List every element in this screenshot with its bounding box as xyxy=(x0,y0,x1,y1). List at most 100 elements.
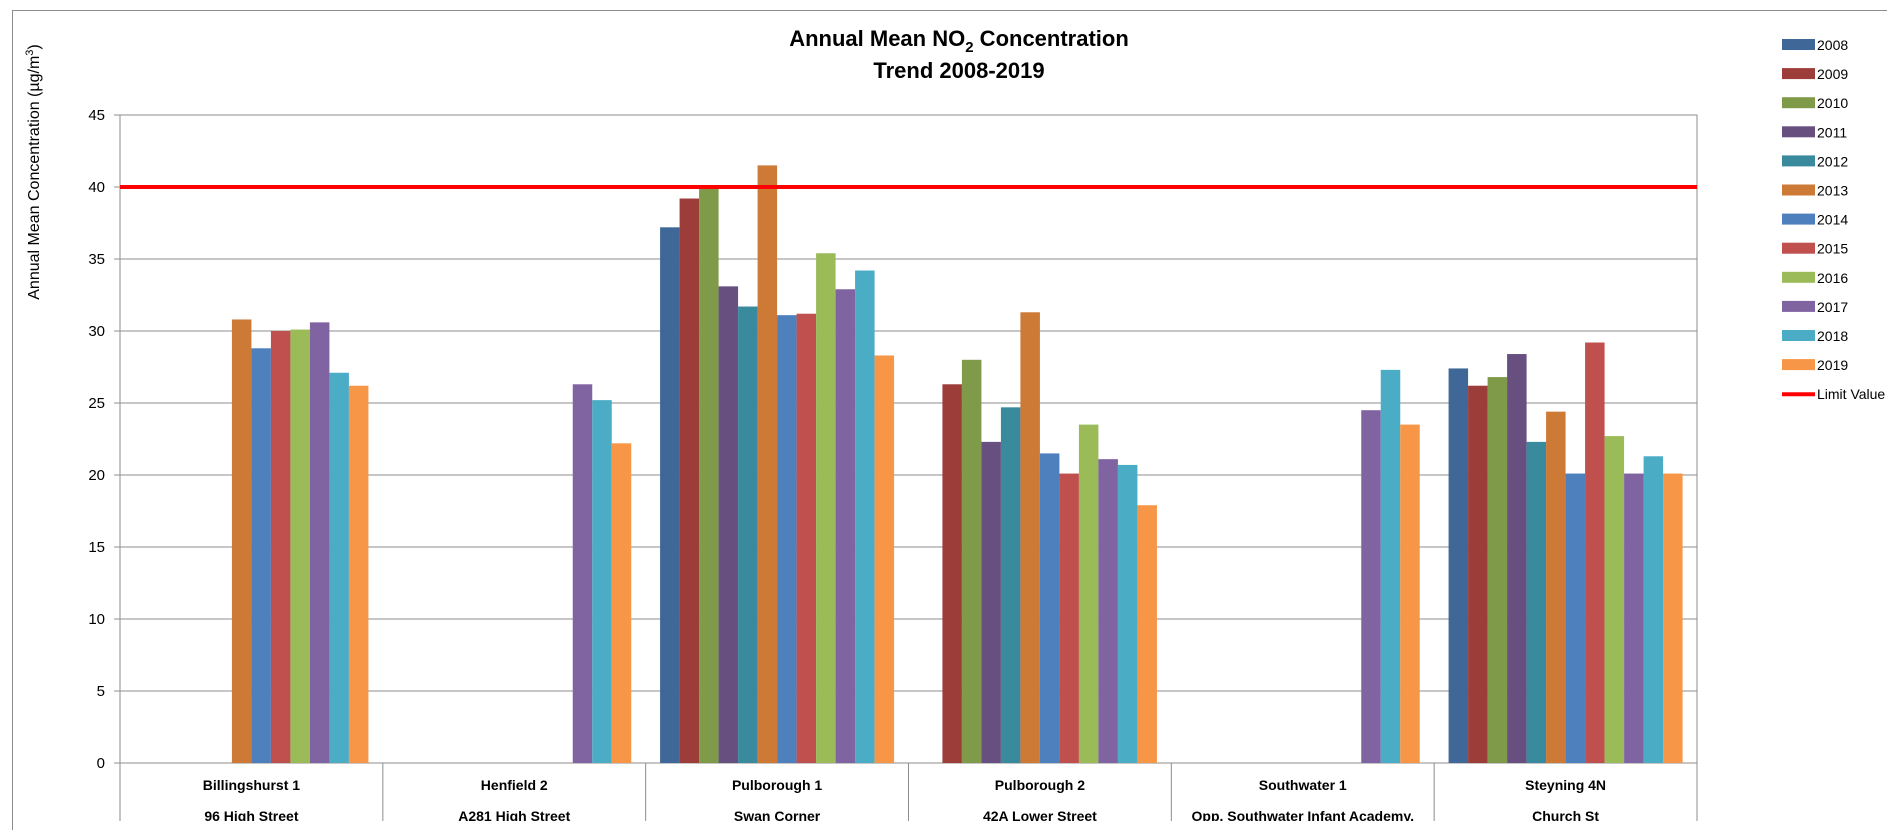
chart-title-subscript: 2 xyxy=(965,39,973,56)
bar-2008-cat5 xyxy=(1448,368,1469,763)
legend-swatch-2011 xyxy=(1782,126,1815,138)
bar-2018-cat4 xyxy=(1380,369,1401,763)
legend-swatch-2010 xyxy=(1782,97,1815,109)
bar-2011-cat5 xyxy=(1507,354,1527,763)
bar-2010-cat5 xyxy=(1487,377,1508,763)
bar-2014-cat3 xyxy=(1039,453,1060,763)
legend-label-2015: 2015 xyxy=(1817,241,1848,257)
legend-swatch-2018 xyxy=(1782,330,1815,341)
y-tick-label: 40 xyxy=(88,179,105,196)
y-tick-label: 20 xyxy=(88,467,105,484)
bars xyxy=(231,165,1683,764)
category-label-line2: 96 High Street xyxy=(204,808,298,821)
legend-label-limit-value: Limit Value xyxy=(1817,386,1885,402)
y-axis-title-main: Annual Mean Concentration (µg/m xyxy=(26,56,43,300)
chart-frame xyxy=(12,10,1887,830)
bar-2018-cat0 xyxy=(329,372,349,763)
bar-2016-cat2 xyxy=(816,253,836,764)
legend-swatch-2008 xyxy=(1782,39,1815,50)
bar-2017-cat3 xyxy=(1098,459,1118,763)
bar-2010-cat2 xyxy=(699,185,719,763)
legend-label-2018: 2018 xyxy=(1817,328,1848,344)
bar-2015-cat2 xyxy=(796,313,817,763)
category-label-line1: Pulborough 1 xyxy=(732,777,822,793)
category-label-line2: Opp. Southwater Infant Academy, xyxy=(1192,808,1414,821)
bar-2012-cat2 xyxy=(738,306,758,763)
y-tick-label: 15 xyxy=(88,539,105,556)
legend-label-2009: 2009 xyxy=(1817,66,1848,82)
bar-2016-cat5 xyxy=(1604,436,1625,763)
legend-swatch-2014 xyxy=(1782,213,1815,225)
bar-2009-cat2 xyxy=(679,198,700,763)
legend-swatch-2016 xyxy=(1782,271,1815,283)
bar-2017-cat2 xyxy=(835,289,856,763)
y-axis-ticks: 0 5 10 15 20 25 30 35 40 45 xyxy=(88,107,120,772)
legend-swatch-2019 xyxy=(1782,359,1815,371)
y-tick-label: 5 xyxy=(97,683,105,700)
category-label-line1: Southwater 1 xyxy=(1259,777,1347,793)
bar-2011-cat3 xyxy=(981,441,1001,763)
bar-2017-cat1 xyxy=(572,384,593,763)
legend: 2008 2009 2010 2011 2012 2013 2014 2015 2016 2017… xyxy=(1782,37,1885,402)
category-label-line2: Church St xyxy=(1532,808,1599,821)
bar-2018-cat2 xyxy=(855,270,875,763)
legend-label-2010: 2010 xyxy=(1817,95,1848,111)
bar-2009-cat5 xyxy=(1468,385,1488,763)
bar-2017-cat0 xyxy=(309,322,330,763)
bar-2013-cat5 xyxy=(1546,411,1566,763)
y-tick-label: 0 xyxy=(97,755,105,772)
chart-title-tail: Concentration xyxy=(974,26,1129,51)
category-label-line1: Steyning 4N xyxy=(1525,777,1606,793)
bar-2013-cat2 xyxy=(757,165,778,763)
legend-swatch-2015 xyxy=(1782,242,1815,254)
bar-2017-cat4 xyxy=(1361,410,1381,763)
legend-label-2013: 2013 xyxy=(1817,183,1848,199)
bar-2015-cat5 xyxy=(1585,342,1605,763)
bar-2013-cat0 xyxy=(231,319,252,763)
chart-title-line1: Annual Mean NO2 Concentration xyxy=(789,26,1129,56)
y-tick-label: 45 xyxy=(88,107,105,124)
bar-2019-cat0 xyxy=(348,385,369,763)
bar-2018-cat1 xyxy=(592,400,612,763)
legend-label-2008: 2008 xyxy=(1817,37,1848,53)
legend-label-2014: 2014 xyxy=(1817,212,1848,228)
legend-label-2016: 2016 xyxy=(1817,270,1848,286)
category-label-line1: Henfield 2 xyxy=(481,777,548,793)
y-axis-title-superscript: 3 xyxy=(24,50,36,56)
bar-2016-cat3 xyxy=(1078,424,1099,763)
legend-swatch-2009 xyxy=(1782,68,1815,80)
bar-2019-cat5 xyxy=(1663,473,1683,763)
legend-label-2012: 2012 xyxy=(1817,153,1848,169)
bar-2019-cat2 xyxy=(874,355,895,763)
legend-label-2011: 2011 xyxy=(1817,124,1847,140)
bar-2018-cat3 xyxy=(1117,464,1138,763)
bar-2012-cat3 xyxy=(1000,407,1021,763)
bar-2019-cat1 xyxy=(611,443,632,763)
y-tick-label: 30 xyxy=(88,323,105,340)
bar-2008-cat2 xyxy=(660,227,680,763)
category-label-line1: Billingshurst 1 xyxy=(203,777,300,793)
bar-2019-cat4 xyxy=(1400,424,1420,763)
bar-2019-cat3 xyxy=(1137,505,1157,763)
bar-2011-cat2 xyxy=(718,286,739,763)
legend-swatch-2013 xyxy=(1782,184,1815,196)
y-tick-label: 35 xyxy=(88,251,105,268)
x-axis-categories: Billingshurst 1 96 High Street Henfield 2 A… xyxy=(119,763,1698,821)
bar-2015-cat0 xyxy=(270,331,291,763)
bar-2010-cat3 xyxy=(961,359,982,763)
category-label-line2: Swan Corner xyxy=(734,808,821,821)
legend-swatch-2012 xyxy=(1782,155,1815,167)
chart-title-line2: Trend 2008-2019 xyxy=(873,58,1044,83)
y-tick-label: 25 xyxy=(88,395,105,412)
bar-2014-cat0 xyxy=(251,348,271,763)
bar-2013-cat3 xyxy=(1020,312,1040,763)
bar-2018-cat5 xyxy=(1643,456,1664,763)
y-axis-title: Annual Mean Concentration (µg/m3) xyxy=(24,44,43,299)
bar-2016-cat0 xyxy=(290,329,310,763)
bar-2009-cat3 xyxy=(942,384,962,763)
y-axis-title-tail: ) xyxy=(26,44,43,49)
bar-2012-cat5 xyxy=(1526,441,1547,763)
legend-label-2019: 2019 xyxy=(1817,357,1848,373)
category-label-line1: Pulborough 2 xyxy=(995,777,1085,793)
